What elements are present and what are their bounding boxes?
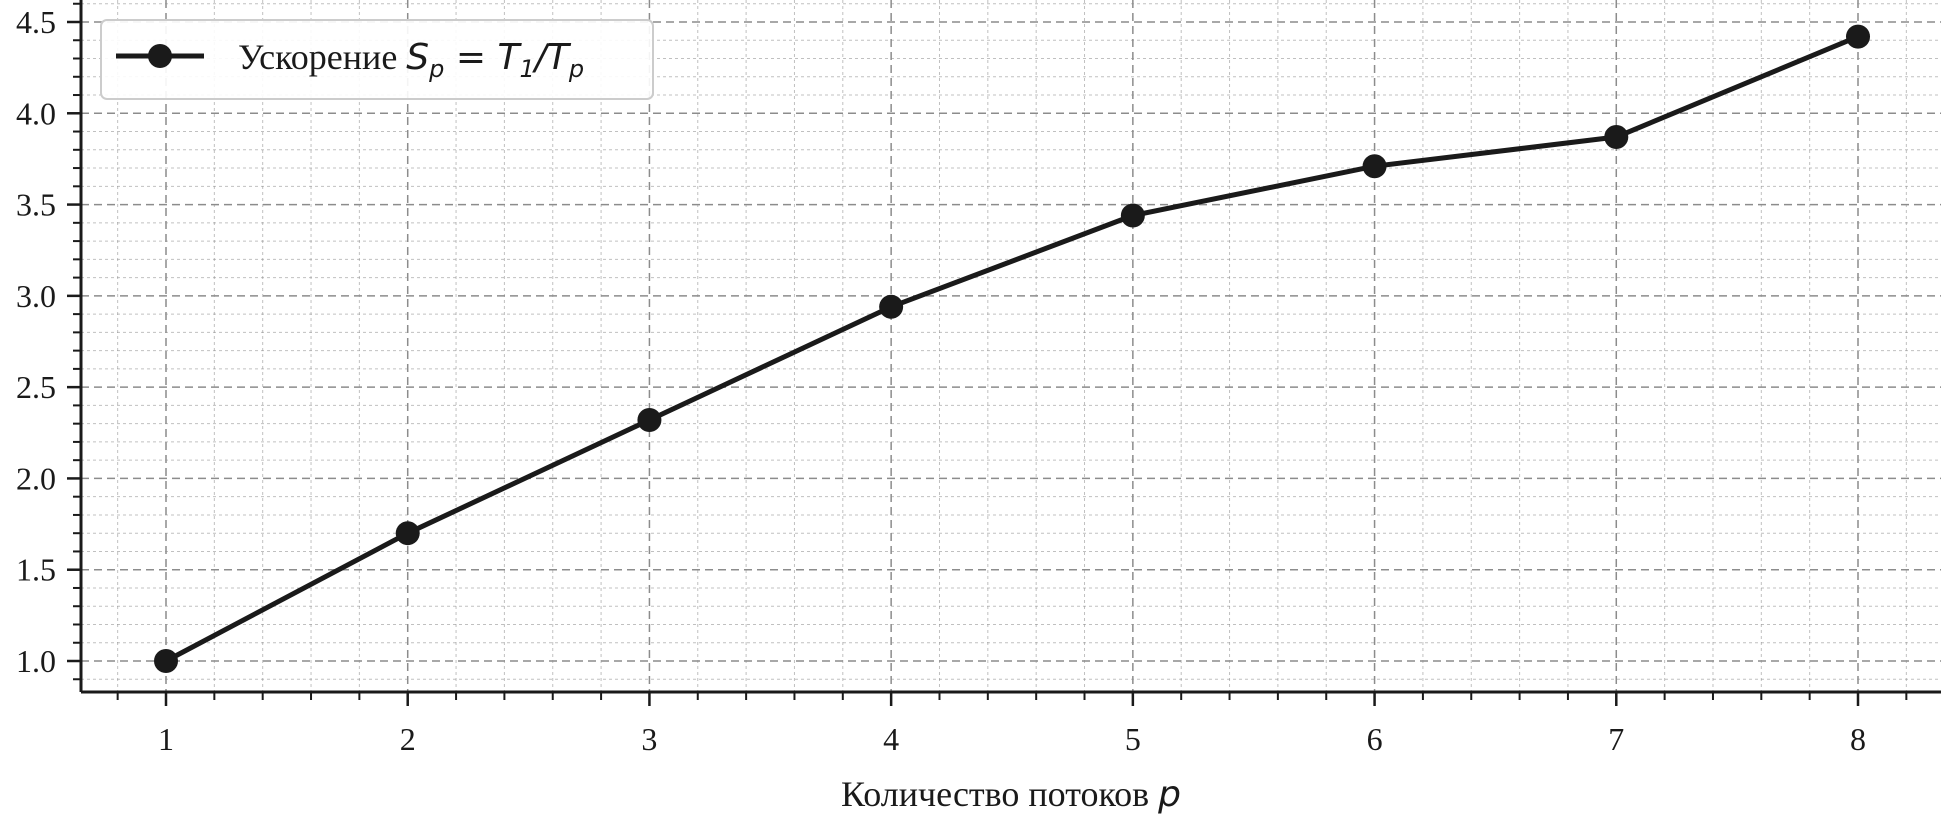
x-tick-label: 7 (1608, 721, 1624, 757)
data-point (1846, 24, 1870, 49)
y-tick-label: 2.5 (16, 369, 56, 405)
y-tick-label: 1.5 (16, 552, 56, 588)
data-point (1604, 125, 1629, 150)
legend-formula-s-sub: p (428, 55, 444, 83)
data-point (1120, 203, 1145, 228)
ticks (67, 2, 1908, 706)
y-tick-label: 3.5 (16, 187, 56, 223)
y-tick-label: 2.0 (16, 460, 56, 496)
y-tick-label: 3.0 (16, 278, 56, 314)
x-axis-title-var: p (1157, 774, 1181, 815)
legend-label: Ускорение Sp = T1/Tp (238, 37, 584, 83)
y-tick-label: 4.0 (16, 95, 56, 131)
x-tick-label: 6 (1367, 721, 1383, 757)
legend-formula-t1-sub: 1 (519, 55, 534, 83)
data-point (1362, 154, 1387, 179)
legend-formula-tp-sub: p (568, 55, 584, 83)
minor-grid (81, 0, 1941, 692)
x-axis-title-text: Количество потоков (841, 774, 1158, 814)
x-tick-label: 3 (641, 721, 657, 757)
legend-label-prefix: Ускорение (238, 37, 406, 77)
x-tick-label: 1 (158, 721, 174, 757)
y-tick-label: 4.5 (16, 4, 56, 40)
tick-labels: 1 2 3 4 5 6 7 8 1.0 1.5 2.0 2.5 3.0 3.5 4.0 4.5 (16, 4, 1866, 757)
legend-formula-div: / (532, 37, 551, 78)
x-tick-label: 4 (883, 721, 899, 757)
legend: Ускорение Sp = T1/Tp (100, 19, 654, 100)
axes (79, 0, 1941, 694)
series-speedup (154, 24, 1870, 673)
legend-formula-eq: = (444, 37, 497, 78)
data-point (637, 408, 662, 433)
x-tick-label: 8 (1850, 721, 1866, 757)
data-point (879, 294, 904, 319)
x-axis-title: Количество потоков p (841, 774, 1181, 815)
legend-formula-t1: T (497, 37, 522, 78)
data-point (154, 649, 178, 673)
data-point (395, 521, 420, 546)
legend-box (100, 19, 654, 100)
major-grid (81, 0, 1941, 692)
legend-formula-tp: T (547, 37, 572, 78)
legend-marker (148, 44, 172, 68)
x-tick-label: 5 (1125, 721, 1141, 757)
y-tick-label: 1.0 (16, 643, 56, 679)
x-tick-label: 2 (400, 721, 416, 757)
series-line (163, 34, 1861, 664)
legend-formula-s: S (406, 37, 429, 78)
